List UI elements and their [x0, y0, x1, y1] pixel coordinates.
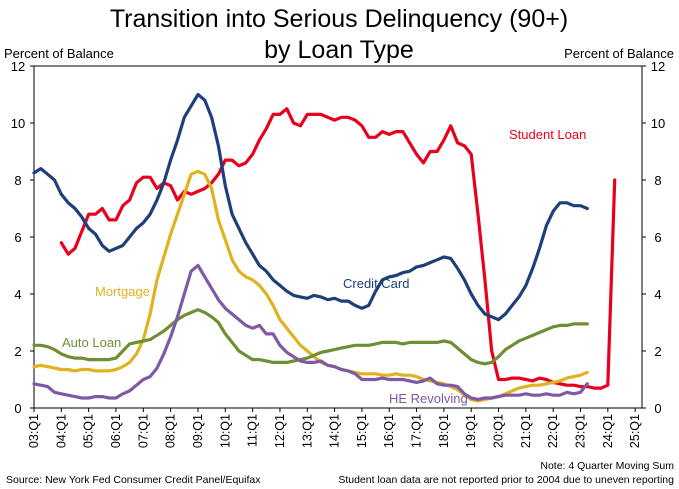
x-tick-25:Q1: 25:Q1 [628, 414, 642, 448]
y-tick-left-4: 4 [14, 287, 21, 302]
y-tick-right-12: 12 [651, 59, 665, 74]
y-tick-left-2: 2 [14, 344, 21, 359]
x-tick-11:Q1: 11:Q1 [246, 414, 260, 447]
x-tick-03:Q1: 03:Q1 [27, 414, 41, 448]
credit-card-label: Credit Card [343, 276, 409, 291]
series-lines [32, 92, 617, 403]
x-tick-23:Q1: 23:Q1 [574, 414, 588, 448]
x-tick-04:Q1: 04:Q1 [54, 414, 68, 448]
x-tick-12:Q1: 12:Q1 [273, 414, 287, 448]
y-tick-right-8: 8 [654, 173, 661, 188]
x-tick-17:Q1: 17:Q1 [410, 414, 424, 448]
y-tick-right-2: 2 [654, 344, 661, 359]
source-note: Source: New York Fed Consumer Credit Pan… [6, 474, 261, 486]
x-tick-06:Q1: 06:Q1 [109, 414, 123, 448]
chart-title-line-2: by Loan Type [264, 36, 414, 64]
x-tick-18:Q1: 18:Q1 [437, 414, 451, 448]
x-tick-16:Q1: 16:Q1 [382, 414, 396, 448]
x-tick-13:Q1: 13:Q1 [300, 414, 314, 448]
y-tick-left-10: 10 [11, 116, 25, 131]
x-tick-15:Q1: 15:Q1 [355, 414, 369, 448]
right-axis-unit-label: Percent of Balance [564, 46, 674, 61]
x-tick-20:Q1: 20:Q1 [492, 414, 506, 448]
right-y-axis: 0 2 4 6 8 10 12 [642, 59, 665, 416]
y-tick-left-6: 6 [14, 230, 21, 245]
series-line-credit-card [32, 92, 589, 322]
x-tick-22:Q1: 22:Q1 [546, 414, 560, 448]
note-moving-sum: Note: 4 Quarter Moving Sum [540, 460, 674, 472]
y-tick-left-8: 8 [14, 173, 21, 188]
x-tick-19:Q1: 19:Q1 [464, 414, 478, 448]
x-tick-14:Q1: 14:Q1 [328, 414, 342, 448]
series-line-student-loan [59, 107, 617, 390]
series-line-auto-loan [32, 308, 589, 366]
x-axis: 03:Q1 04:Q1 05:Q1 06:Q1 07:Q1 08:Q1 09:Q1 10:Q1… [27, 408, 642, 448]
he-revolving-label: HE Revolving [389, 391, 468, 406]
y-tick-right-10: 10 [651, 116, 665, 131]
left-axis-unit-label: Percent of Balance [4, 46, 114, 61]
left-y-axis: 0 2 4 6 8 10 12 [11, 59, 34, 416]
student-loan-label: Student Loan [509, 127, 586, 142]
x-tick-08:Q1: 08:Q1 [164, 414, 178, 448]
y-tick-right-0: 0 [654, 401, 661, 416]
y-tick-right-6: 6 [654, 230, 661, 245]
auto-loan-label: Auto Loan [62, 335, 121, 350]
x-tick-09:Q1: 09:Q1 [191, 414, 205, 448]
x-tick-21:Q1: 21:Q1 [519, 414, 533, 448]
mortgage-label: Mortgage [95, 284, 150, 299]
chart-title-line-1: Transition into Serious Delinquency (90+… [110, 5, 568, 33]
x-tick-10:Q1: 10:Q1 [218, 414, 232, 448]
y-tick-left-12: 12 [11, 59, 25, 74]
x-tick-07:Q1: 07:Q1 [136, 414, 150, 448]
series-line-he-revolving [32, 263, 589, 401]
x-tick-05:Q1: 05:Q1 [82, 414, 96, 448]
note-student-loan-reporting: Student loan data are not reported prior… [338, 474, 674, 486]
x-tick-24:Q1: 24:Q1 [601, 414, 615, 448]
y-tick-left-0: 0 [14, 401, 21, 416]
y-tick-right-4: 4 [654, 287, 661, 302]
